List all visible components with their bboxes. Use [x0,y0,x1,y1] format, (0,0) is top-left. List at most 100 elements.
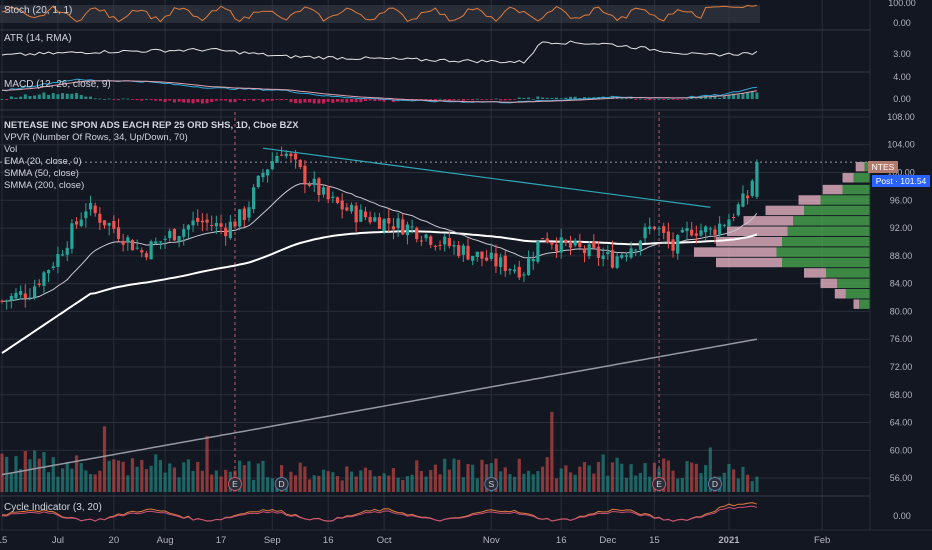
candle-body[interactable] [666,231,670,242]
candle-body[interactable] [620,254,624,258]
candle-body[interactable] [680,229,684,233]
candle-body[interactable] [732,217,736,219]
candle-body[interactable] [154,241,158,244]
candle-body[interactable] [648,226,652,230]
candle-body[interactable] [713,229,717,235]
candle-body[interactable] [554,244,559,252]
candle-body[interactable] [196,217,200,222]
candle-body[interactable] [5,300,9,302]
candle-body[interactable] [74,221,79,225]
candle-body[interactable] [47,270,51,274]
candle-body[interactable] [606,251,610,255]
candle-body[interactable] [405,224,410,236]
candle-body[interactable] [219,223,223,227]
candle-body[interactable] [568,241,573,248]
candle-body[interactable] [23,293,27,299]
stoch-pane[interactable]: Stoch (20, 1, 1) [0,4,760,23]
candle-body[interactable] [466,245,470,260]
price-axis[interactable]: 108.00 104.00 100.00 96.00 92.00 88.00 84.00 80… [868,0,932,550]
candle-body[interactable] [755,162,759,197]
candle-body[interactable] [224,227,228,237]
candle-body[interactable] [443,236,447,245]
candle-body[interactable] [429,236,433,245]
candle-body[interactable] [447,238,451,247]
candle-body[interactable] [401,219,405,235]
candle-body[interactable] [601,255,605,260]
price-pane[interactable]: E D S E D NETEASE INC SPON ADS EACH REP 25 O… [0,112,870,492]
candle-body[interactable] [610,250,615,268]
candle-body[interactable] [149,241,153,260]
candle-body[interactable] [177,236,181,242]
candle-body[interactable] [750,180,754,196]
candle-body[interactable] [172,228,177,241]
candle-body[interactable] [629,248,633,258]
candle-body[interactable] [238,209,242,227]
candle-body[interactable] [368,217,372,223]
candle-body[interactable] [266,169,270,176]
event-marker[interactable] [274,477,289,491]
candle-body[interactable] [513,269,517,272]
candle-body[interactable] [522,274,526,276]
candle-body[interactable] [307,184,312,186]
candle-body[interactable] [312,178,316,186]
candle-body[interactable] [676,235,680,254]
candle-body[interactable] [746,195,750,199]
candle-body[interactable] [354,205,358,223]
candle-body[interactable] [540,238,545,240]
candle-body[interactable] [19,290,23,295]
candle-body[interactable] [489,252,493,259]
candle-body[interactable] [503,255,507,272]
candle-body[interactable] [158,241,163,243]
candle-body[interactable] [37,283,41,285]
candle-body[interactable] [126,237,130,243]
candle-body[interactable] [98,213,102,223]
candle-body[interactable] [51,266,55,268]
candle-body[interactable] [340,200,344,210]
event-marker[interactable] [652,477,667,491]
candle-body[interactable] [79,219,83,227]
candle-body[interactable] [424,234,428,239]
candle-body[interactable] [587,244,591,257]
candle-body[interactable] [0,300,4,302]
candle-body[interactable] [56,253,60,267]
candle-body[interactable] [112,220,116,229]
candle-body[interactable] [247,207,251,218]
candle-body[interactable] [135,247,139,249]
candle-body[interactable] [144,253,149,258]
candle-body[interactable] [387,218,391,224]
candle-body[interactable] [615,256,619,268]
candle-body[interactable] [578,241,582,247]
candle-body[interactable] [741,193,745,207]
candle-body[interactable] [116,227,121,239]
candle-body[interactable] [657,228,661,230]
candle-body[interactable] [321,187,326,195]
candle-body[interactable] [690,229,694,236]
candle-body[interactable] [685,228,689,232]
candle-body[interactable] [186,225,190,230]
candle-body[interactable] [718,223,722,235]
event-marker[interactable] [707,477,722,491]
candle-body[interactable] [531,258,535,262]
candle-body[interactable] [270,161,274,170]
candle-body[interactable] [471,255,475,261]
candle-body[interactable] [662,226,666,233]
candle-body[interactable] [480,251,484,259]
candlesticks[interactable] [0,146,759,310]
candle-body[interactable] [494,253,498,267]
candle-body[interactable] [214,223,218,227]
trendline[interactable] [262,147,711,208]
candle-body[interactable] [634,249,638,251]
candle-body[interactable] [261,172,265,178]
candle-body[interactable] [84,211,88,219]
candle-body[interactable] [517,266,521,278]
candle-body[interactable] [93,205,97,214]
candle-body[interactable] [14,292,18,299]
candle-body[interactable] [638,240,643,250]
candle-body[interactable] [130,239,135,251]
macd-pane[interactable]: MACD (12, 26, close, 9) [0,78,759,104]
candle-body[interactable] [242,208,246,220]
candle-body[interactable] [382,218,386,232]
candle-body[interactable] [508,269,512,271]
candle-body[interactable] [168,231,172,239]
candle-body[interactable] [550,242,554,245]
